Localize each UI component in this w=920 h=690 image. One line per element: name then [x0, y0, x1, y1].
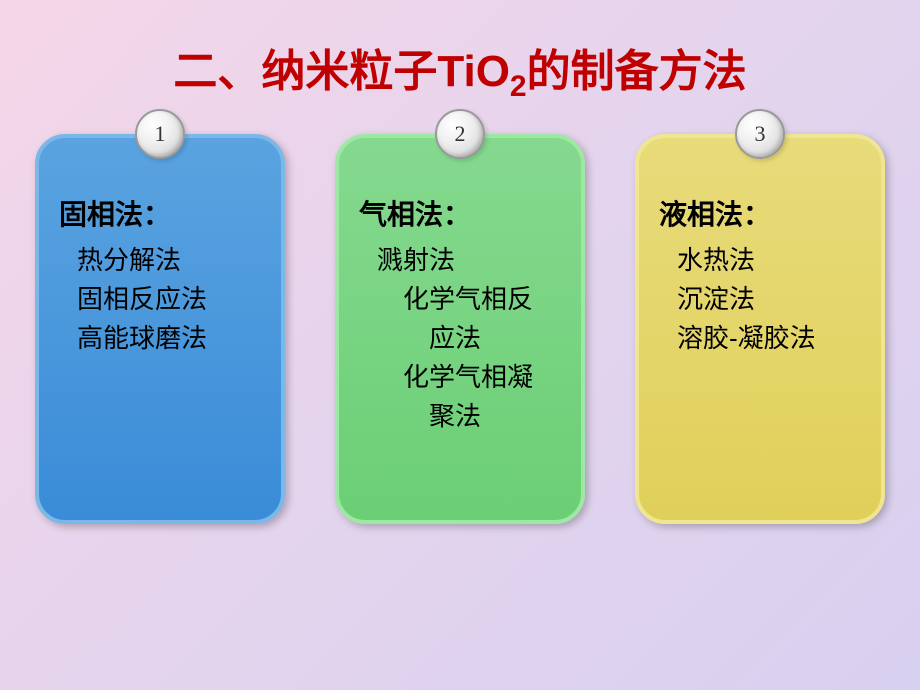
- card-list-1: 热分解法 固相反应法 高能球磨法: [59, 241, 261, 358]
- card-solid-phase: 固相法： 热分解法 固相反应法 高能球磨法: [35, 134, 285, 524]
- list-item: 固相反应法: [77, 280, 261, 319]
- list-item: 溶胶-凝胶法: [677, 319, 861, 358]
- card-list-2: 溅射法 化学气相反 应法 化学气相凝 聚法: [359, 241, 561, 436]
- card-wrap-1: 1 固相法： 热分解法 固相反应法 高能球磨法: [35, 134, 285, 524]
- card-liquid-phase: 液相法： 水热法 沉淀法 溶胶-凝胶法: [635, 134, 885, 524]
- cards-container: 1 固相法： 热分解法 固相反应法 高能球磨法 2 气相法： 溅射法 化学气相反…: [0, 134, 920, 524]
- list-item: 沉淀法: [677, 280, 861, 319]
- card-list-3: 水热法 沉淀法 溶胶-凝胶法: [659, 241, 861, 358]
- list-item: 化学气相反: [377, 280, 561, 319]
- list-item: 溅射法: [377, 241, 561, 280]
- list-item: 化学气相凝: [377, 358, 561, 397]
- title-suffix: 的制备方法: [527, 47, 747, 96]
- list-item: 聚法: [377, 397, 561, 436]
- list-item: 水热法: [677, 241, 861, 280]
- card-wrap-3: 3 液相法： 水热法 沉淀法 溶胶-凝胶法: [635, 134, 885, 524]
- badge-3: 3: [735, 109, 785, 159]
- card-heading-2: 气相法：: [359, 193, 561, 233]
- title-subscript: 2: [510, 70, 527, 103]
- badge-1: 1: [135, 109, 185, 159]
- card-gas-phase: 气相法： 溅射法 化学气相反 应法 化学气相凝 聚法: [335, 134, 585, 524]
- list-item: 高能球磨法: [77, 319, 261, 358]
- list-item: 热分解法: [77, 241, 261, 280]
- card-wrap-2: 2 气相法： 溅射法 化学气相反 应法 化学气相凝 聚法: [335, 134, 585, 524]
- title-prefix: 二、纳米粒子TiO: [173, 47, 510, 96]
- card-heading-3: 液相法：: [659, 193, 861, 233]
- badge-2: 2: [435, 109, 485, 159]
- card-heading-1: 固相法：: [59, 193, 261, 233]
- list-item: 应法: [377, 319, 561, 358]
